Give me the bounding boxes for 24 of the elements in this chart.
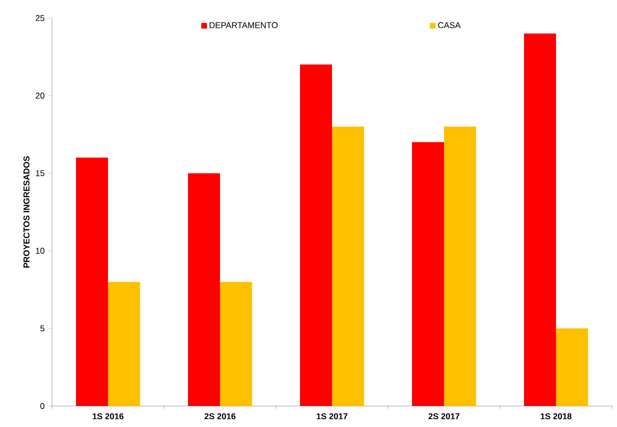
y-tick-label: 20 — [36, 92, 44, 99]
bar — [412, 142, 444, 406]
bar — [76, 158, 108, 406]
y-tick-label: 0 — [40, 403, 44, 409]
y-tick-label: 15 — [36, 170, 44, 176]
legend-label: DEPARTAMENTO — [210, 22, 278, 28]
legend-label: CASA — [438, 22, 461, 28]
bar — [220, 282, 252, 406]
x-tick-label: 1S 2016 — [92, 413, 124, 420]
y-tick-label: 5 — [40, 325, 44, 332]
x-tick-label: 1S 2018 — [540, 413, 572, 420]
x-tick-label: 1S 2017 — [316, 413, 348, 420]
bar — [188, 173, 220, 406]
bar — [108, 282, 140, 406]
y-axis-title: PROYECTOS INGRESADOS — [23, 156, 30, 268]
bar — [556, 328, 588, 406]
x-tick-label: 2S 2017 — [428, 413, 460, 420]
bar — [524, 34, 556, 406]
bar — [332, 126, 364, 406]
y-tick-label: 10 — [36, 248, 44, 254]
x-tick-label: 2S 2016 — [204, 413, 236, 420]
bar — [444, 126, 476, 406]
y-tick-label: 25 — [36, 15, 44, 21]
bar — [300, 64, 332, 406]
